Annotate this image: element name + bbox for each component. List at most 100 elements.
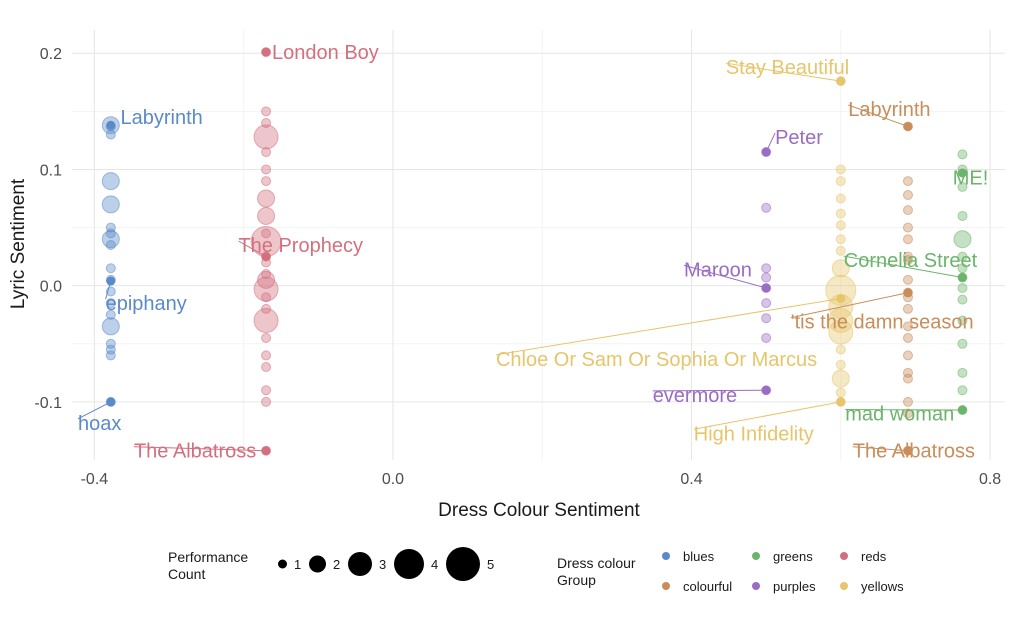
point-label: evermore — [653, 385, 737, 407]
data-point-reds — [261, 164, 272, 175]
data-point-colourful — [902, 190, 913, 201]
label-connector — [843, 255, 963, 279]
data-point-greens — [957, 385, 968, 396]
colour-legend-swatch-purples — [752, 582, 760, 590]
colour-legend-swatch-yellows — [840, 582, 848, 590]
colour-legend: Dress colour Group blues greens reds colour… — [557, 549, 904, 594]
size-legend-swatch — [348, 552, 372, 576]
point-label: London Boy — [272, 42, 379, 64]
data-point-greens — [957, 338, 968, 349]
data-point-blues — [101, 195, 120, 214]
data-point-colourful — [902, 255, 913, 266]
colour-legend-label: blues — [683, 549, 715, 564]
x-tick-label: 0.0 — [382, 471, 404, 488]
label-connector — [848, 104, 909, 127]
data-point-colourful — [902, 251, 913, 262]
data-point-purples — [761, 313, 772, 324]
data-point-yellows — [835, 234, 846, 245]
label-connector — [652, 389, 767, 392]
data-point-purples — [761, 298, 772, 309]
label-connector — [133, 446, 267, 452]
data-point-blues — [105, 309, 116, 320]
size-legend-label: 1 — [294, 557, 301, 572]
data-point-yellows — [835, 164, 846, 175]
data-point-reds — [261, 269, 272, 280]
data-point-purples — [761, 202, 772, 213]
label-connector — [238, 240, 267, 258]
data-point-reds — [253, 276, 279, 302]
data-point-reds — [257, 189, 276, 208]
data-point-purples — [761, 332, 772, 343]
colour-legend-label: reds — [861, 549, 887, 564]
data-point-yellows — [828, 319, 854, 345]
data-point-yellows — [835, 387, 846, 398]
colour-legend-swatch-greens — [752, 552, 760, 560]
colour-legend-swatch-reds — [840, 552, 848, 560]
colour-legend-label: colourful — [683, 579, 732, 594]
data-point-greens — [957, 367, 968, 378]
label-connector — [725, 62, 841, 82]
data-point-yellows — [835, 344, 846, 355]
data-point-colourful — [902, 176, 913, 187]
label-connector — [852, 446, 909, 452]
data-point-colourful — [902, 205, 913, 216]
data-point-blues — [105, 298, 116, 309]
size-legend-label: 5 — [487, 557, 494, 572]
label-connector — [845, 409, 963, 411]
y-axis-ticks: -0.1 0.0 0.1 0.2 — [34, 46, 62, 412]
y-axis-title: Lyric Sentiment — [8, 178, 29, 309]
data-point-greens — [953, 230, 972, 249]
point-label: High Infidelity — [694, 423, 814, 445]
data-point-purples — [761, 263, 772, 274]
point-label: The Prophecy — [238, 235, 363, 257]
data-point-reds — [261, 303, 272, 314]
data-point-colourful — [902, 234, 913, 245]
point-label: Labyrinth — [121, 107, 203, 129]
data-point-greens — [957, 294, 968, 305]
y-tick-label: 0.2 — [40, 46, 62, 63]
data-point-reds — [261, 396, 272, 407]
label-connector — [790, 292, 909, 319]
data-point-reds — [261, 292, 272, 303]
x-tick-label: 0.4 — [680, 471, 702, 488]
data-point-yellows — [835, 220, 846, 231]
data-point-reds — [261, 147, 272, 158]
size-legend-swatch — [278, 559, 287, 569]
data-point-colourful — [902, 274, 913, 285]
data-point-blues — [105, 129, 116, 140]
data-point-greens — [957, 210, 968, 221]
highlighted-point — [957, 168, 967, 178]
data-point-reds — [261, 228, 272, 239]
size-legend-swatch — [446, 547, 480, 581]
highlighted-point — [106, 120, 116, 130]
data-point-reds — [253, 124, 279, 150]
size-legend-title: Performance — [168, 549, 248, 565]
data-point-yellows — [835, 193, 846, 204]
data-point-yellows — [831, 369, 850, 388]
colour-legend-swatch-colourful — [662, 582, 670, 590]
x-tick-label: -0.4 — [81, 471, 109, 488]
data-point-reds — [261, 350, 272, 361]
colour-legend-title-2: Group — [557, 572, 596, 588]
data-point-greens — [957, 283, 968, 293]
point-label: Stay Beautiful — [726, 57, 849, 79]
data-point-yellows — [831, 259, 850, 278]
data-point-colourful — [902, 396, 913, 407]
data-point-colourful — [902, 303, 913, 314]
point-label: Labyrinth — [848, 99, 930, 121]
data-point-greens — [957, 315, 968, 326]
size-legend-label: 2 — [333, 557, 340, 572]
y-tick-label: 0.1 — [40, 162, 62, 179]
point-label: The Albatross — [134, 441, 256, 463]
data-point-reds — [257, 206, 276, 225]
label-connector — [105, 280, 112, 300]
data-point-yellows — [835, 359, 846, 370]
data-point-blues — [105, 263, 116, 274]
point-label: epiphany — [106, 293, 187, 315]
data-point-blues — [105, 240, 116, 250]
point-label: Chloe Or Sam Or Sophia Or Marcus — [496, 349, 817, 371]
y-tick-label: 0.0 — [40, 279, 62, 296]
x-axis-ticks: -0.4 0.0 0.4 0.8 — [81, 471, 1002, 488]
point-label: Peter — [775, 127, 823, 149]
